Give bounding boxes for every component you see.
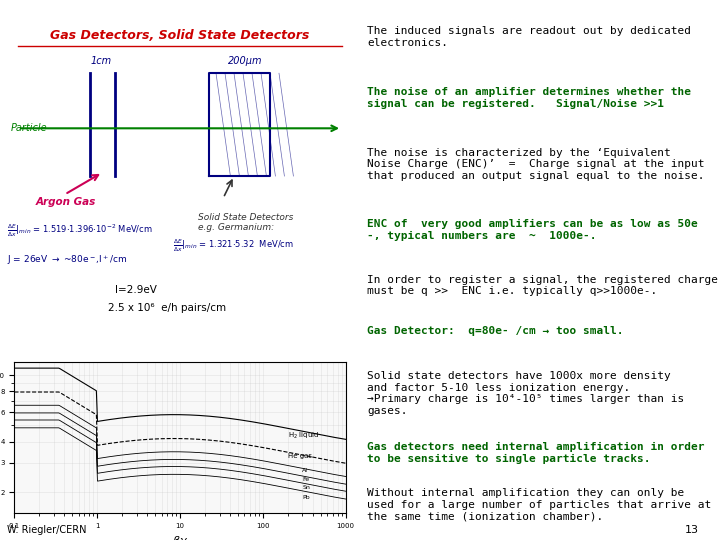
- Text: 1cm: 1cm: [90, 56, 112, 66]
- Text: Fe: Fe: [302, 477, 310, 482]
- Text: $\frac{\Delta E}{\Delta x}|_{min}$ = 1.321$\cdot$5.32  MeV/cm: $\frac{\Delta E}{\Delta x}|_{min}$ = 1.3…: [173, 238, 294, 254]
- Text: Particle: Particle: [11, 123, 48, 133]
- Text: Gas Detector:  q=80e- /cm → too small.: Gas Detector: q=80e- /cm → too small.: [367, 326, 624, 335]
- Text: 200μm: 200μm: [228, 56, 262, 66]
- Text: Pb: Pb: [302, 495, 310, 500]
- Text: 13: 13: [685, 524, 698, 535]
- Text: Gas Detectors, Solid State Detectors: Gas Detectors, Solid State Detectors: [50, 29, 310, 42]
- X-axis label: $\beta\gamma$: $\beta\gamma$: [172, 534, 188, 540]
- Text: 2.5 x 10⁶  e/h pairs/cm: 2.5 x 10⁶ e/h pairs/cm: [108, 303, 226, 313]
- Text: Solid state detectors have 1000x more density
and factor 5-10 less ionization en: Solid state detectors have 1000x more de…: [367, 371, 685, 416]
- Text: W. Riegler/CERN: W. Riegler/CERN: [7, 524, 86, 535]
- Text: He gas: He gas: [288, 453, 312, 459]
- Text: I=2.9eV: I=2.9eV: [115, 285, 157, 295]
- Text: Gas detectors need internal amplification in order
to be sensitive to single par: Gas detectors need internal amplificatio…: [367, 442, 705, 464]
- Text: The noise of an amplifier determines whether the
signal can be registered.   Sig: The noise of an amplifier determines whe…: [367, 87, 691, 109]
- Text: $\frac{\Delta E}{\Delta x}|_{min}$ = 1.519$\cdot$1.396$\cdot$10$^{-2}$ MeV/cm: $\frac{\Delta E}{\Delta x}|_{min}$ = 1.5…: [7, 223, 153, 239]
- Text: Al: Al: [302, 468, 308, 473]
- Text: H$_2$ liquid: H$_2$ liquid: [288, 431, 319, 441]
- Text: Sn: Sn: [302, 485, 310, 490]
- Text: Argon Gas: Argon Gas: [36, 197, 96, 207]
- Text: Without internal amplification they can only be
used for a large number of parti: Without internal amplification they can …: [367, 488, 711, 521]
- Text: Solid State Detectors
e.g. Germanium:: Solid State Detectors e.g. Germanium:: [198, 213, 293, 232]
- Text: ENC of  very good amplifiers can be as low as 50e
-, typical numbers are  ~  100: ENC of very good amplifiers can be as lo…: [367, 219, 698, 241]
- Text: J = 26eV $\rightarrow$ ~80e$^-$,I$^+$/cm: J = 26eV $\rightarrow$ ~80e$^-$,I$^+$/cm: [7, 254, 127, 267]
- Text: The induced signals are readout out by dedicated
electronics.: The induced signals are readout out by d…: [367, 26, 691, 48]
- Text: The noise is characterized by the ‘Equivalent
Noise Charge (ENC)’  =  Charge sig: The noise is characterized by the ‘Equiv…: [367, 148, 705, 181]
- Text: In order to register a signal, the registered charge
must be q >>  ENC i.e. typi: In order to register a signal, the regis…: [367, 275, 719, 296]
